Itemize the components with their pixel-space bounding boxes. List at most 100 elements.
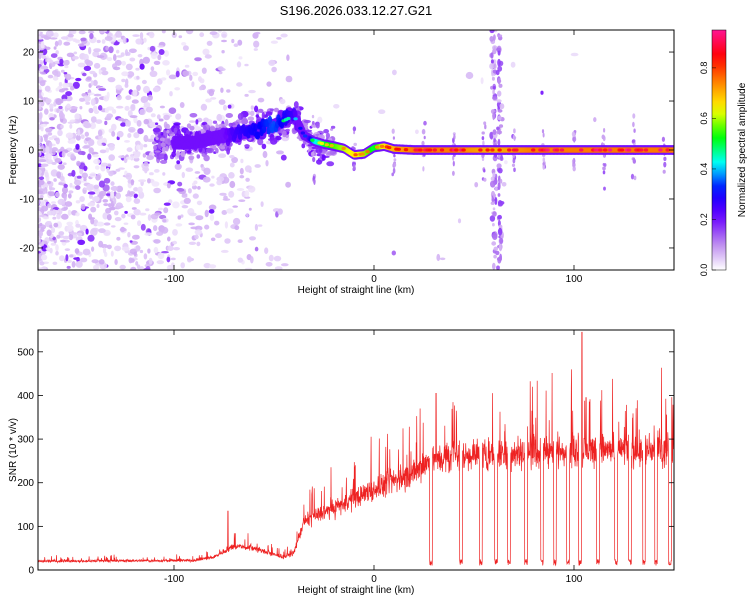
noise-blob <box>115 105 124 109</box>
vertical-band-blob <box>493 63 497 69</box>
noise-blob <box>174 163 182 170</box>
noise-blob <box>65 132 74 139</box>
noise-blob <box>236 188 245 191</box>
spectrogram-y-ticks: -20 -10 0 10 20 <box>20 48 674 254</box>
noise-blob <box>187 188 192 194</box>
ridge-core <box>303 134 308 138</box>
noise-blob <box>201 67 207 74</box>
ridge-halo-blob <box>165 145 169 152</box>
noise-blob <box>208 89 215 97</box>
colorbar-gradient <box>712 30 726 270</box>
ridge-core <box>324 143 329 147</box>
noise-blob <box>66 265 71 269</box>
noise-blob <box>88 30 95 34</box>
noise-blob <box>60 124 64 129</box>
noise-blob <box>114 245 122 252</box>
noise-blob <box>133 209 141 216</box>
noise-blob <box>248 207 252 211</box>
noise-blob <box>55 191 60 198</box>
noise-blob <box>106 244 112 250</box>
x-tick-label: 100 <box>566 574 583 585</box>
noise-blob <box>111 108 117 114</box>
noise-blob <box>47 74 54 79</box>
noise-blob <box>250 105 254 110</box>
noise-blob <box>42 216 50 220</box>
noise-blob <box>123 222 129 225</box>
vertical-band-blob <box>497 58 501 67</box>
noise-blob <box>58 108 64 112</box>
spike-blob <box>512 158 516 164</box>
noise-blob <box>237 257 243 263</box>
noise-blob <box>69 138 76 144</box>
noise-blob <box>38 230 43 237</box>
noise-blob <box>40 65 49 70</box>
noise-blob <box>254 246 259 252</box>
noise-blob <box>88 107 94 114</box>
noise-blob <box>214 220 220 226</box>
noise-blob <box>107 77 116 83</box>
noise-blob <box>166 256 171 263</box>
noise-blob <box>104 120 108 126</box>
noise-blob <box>82 145 90 149</box>
noise-blob <box>147 94 153 101</box>
noise-blob <box>229 180 236 189</box>
spike-blob <box>512 154 515 159</box>
noise-blob <box>110 181 115 186</box>
spike-blob <box>483 169 486 173</box>
vertical-band-blob <box>490 176 495 181</box>
vertical-band-blob <box>499 237 504 244</box>
noise-blob <box>115 30 123 38</box>
snr-background <box>38 330 674 570</box>
vertical-band-blob <box>496 257 502 261</box>
noise-blob <box>492 262 496 270</box>
ridge-core <box>310 138 315 142</box>
vertical-band-blob <box>495 186 498 192</box>
spike-blob <box>421 128 426 135</box>
noise-blob <box>88 139 95 146</box>
noise-blob <box>50 169 58 177</box>
noise-blob <box>98 135 103 140</box>
noise-blob <box>74 248 80 254</box>
noise-blob <box>131 207 137 210</box>
spike-blob <box>422 166 425 172</box>
noise-blob <box>231 38 235 44</box>
noise-blob <box>54 158 62 163</box>
noise-blob <box>189 120 196 123</box>
spectrogram-plot <box>38 30 674 270</box>
noise-blob <box>110 250 114 257</box>
vertical-band-blob <box>497 78 502 84</box>
spike-blob <box>481 131 485 135</box>
noise-blob <box>39 243 44 247</box>
noise-blob <box>244 196 251 199</box>
noise-blob <box>146 138 155 142</box>
spectrogram-y-label: Frequency (Hz) <box>8 116 19 185</box>
ridge-core <box>619 148 625 152</box>
ridge-core <box>478 148 483 152</box>
noise-blob <box>439 257 446 261</box>
noise-blob <box>40 41 45 49</box>
noise-blob <box>177 181 183 187</box>
noise-blob <box>58 88 65 93</box>
noise-blob <box>204 54 212 59</box>
y-tick-label: 0 <box>28 566 34 577</box>
noise-blob <box>100 244 109 249</box>
noise-blob <box>124 49 129 57</box>
spike-blob <box>481 154 485 159</box>
noise-blob <box>149 45 156 52</box>
noise-blob <box>56 108 60 114</box>
ridge-halo-blob <box>157 134 165 139</box>
noise-blob <box>128 126 136 133</box>
noise-blob <box>82 248 91 256</box>
colorbar-tick-label: 0.6 <box>699 112 709 125</box>
noise-blob <box>50 53 58 58</box>
noise-blob <box>391 250 396 256</box>
noise-blob <box>135 245 141 252</box>
y-tick-label: 10 <box>23 97 35 108</box>
ridge-halo-blob <box>323 129 329 134</box>
vertical-band-blob <box>492 86 496 90</box>
noise-blob <box>38 103 42 110</box>
noise-blob <box>85 228 89 235</box>
colorbar-label: Normalized spectral amplitude <box>737 82 748 217</box>
noise-blob <box>49 103 54 110</box>
noise-blob <box>116 236 121 241</box>
